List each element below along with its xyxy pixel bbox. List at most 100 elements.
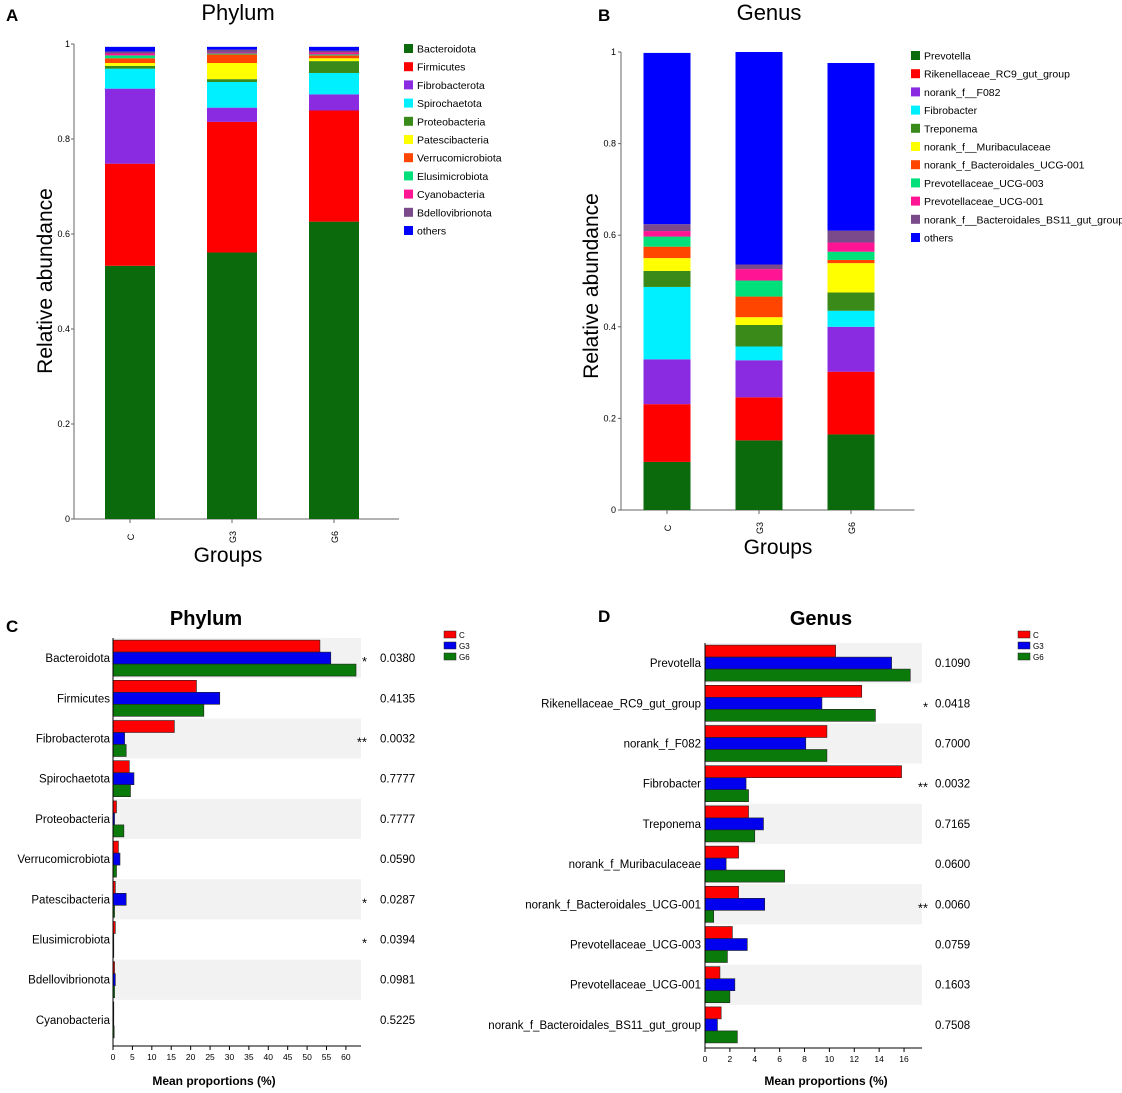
y-tick-label: 0 [611,505,616,515]
bar-segment [105,63,155,66]
legend-label: others [924,233,953,245]
category-label: norank_f_Bacteroidales_UCG-001 [525,899,701,911]
bar [704,897,766,911]
significance-marker: * [362,936,367,951]
y-tick-label: 0.6 [603,230,616,240]
bar [704,1030,738,1044]
legend-swatch [911,178,920,188]
legend-swatch [911,123,920,133]
significance-marker: * [923,699,928,714]
bar-segment [735,440,783,510]
bar-segment [643,286,691,360]
bar [704,777,747,791]
bar-segment [105,46,155,52]
bar-segment [643,270,691,287]
bar-segment [207,54,257,63]
x-tick-label: G6 [330,531,340,543]
bar-segment [643,231,691,237]
legend-label: others [417,226,446,238]
category-label: Rikenellaceae_RC9_gut_group [541,698,701,710]
bar-segment [309,94,359,111]
row-band [113,798,361,839]
bar [704,817,764,831]
bar-segment [105,58,155,63]
bar-segment [735,280,783,297]
legend-label: Prevotella [924,51,971,63]
bar [704,1006,722,1020]
legend-swatch [404,80,413,90]
chart-title: Phylum [170,608,242,630]
category-label: Proteobacteria [35,814,110,826]
bar-segment [643,461,691,510]
bar [704,708,876,722]
y-axis-label: Relative abundance [34,188,57,374]
bar-segment [827,242,875,252]
significance-marker: * [362,654,367,669]
x-tick-label: 2 [728,1054,733,1064]
bar-segment [643,224,691,232]
bar-segment [207,79,257,82]
p-value: 0.7000 [935,739,970,751]
row-band [705,964,922,1005]
x-tick-label: 55 [322,1052,332,1062]
category-label: Bdellovibrionota [28,975,110,987]
p-value: 0.0394 [380,935,416,947]
p-value: 0.0600 [935,859,970,871]
p-value: 0.5225 [380,1015,415,1027]
x-tick-label: 15 [166,1052,176,1062]
legend-swatch [443,641,457,650]
legend-swatch [404,62,413,72]
category-label: Fibrobacterota [36,734,111,746]
row-band [113,879,361,920]
bar-segment [309,58,359,62]
bar-segment [827,326,875,372]
bar [704,978,736,992]
legend-label: Prevotellaceae_UCG-001 [924,196,1044,208]
x-tick-label: C [663,524,673,531]
bar [112,800,117,814]
bar-segment [207,49,257,53]
bar-segment [827,259,875,264]
legend-label: Rikenellaceae_RC9_gut_group [924,69,1070,81]
p-value: 0.0032 [935,779,970,791]
bar [112,840,119,854]
bar-segment [207,63,257,80]
bar-segment [643,258,691,271]
bar [112,651,332,665]
legend-label: C [1033,631,1039,640]
bar-segment [643,246,691,259]
x-tick-label: G3 [755,522,765,534]
bar-segment [207,252,257,519]
bar-segment [105,265,155,519]
category-label: Spirochaetota [39,774,111,786]
category-label: Prevotella [650,658,702,670]
bar-segment [827,371,875,435]
bar [704,684,863,698]
bar-segment [735,317,783,325]
legend-swatch [911,160,920,170]
legend-swatch [404,135,413,144]
legend-label: Elusimicrobiota [417,171,488,183]
bar [112,760,130,774]
bar-segment [643,404,691,462]
legend-swatch [1017,630,1031,639]
bar [704,737,807,750]
bar [112,824,125,838]
legend-label: norank_f__Bacteroidales_BS11_gut_group [924,214,1122,226]
bar [112,720,175,733]
bar [112,852,121,866]
category-label: Bacteroidota [45,653,110,665]
x-tick-label: 16 [899,1054,909,1064]
bar-segment [827,62,875,231]
bar-segment [105,53,155,56]
bar-segment [735,264,783,270]
x-tick-label: C [126,533,136,540]
bar-segment [643,236,691,247]
category-label: Prevotellaceae_UCG-003 [570,940,701,952]
x-tick-label: 30 [225,1052,235,1062]
x-tick-label: 20 [186,1052,196,1062]
significance-marker: ** [918,900,928,915]
legend-swatch [911,51,920,60]
x-tick-label: G6 [847,522,857,534]
x-tick-label: 0 [703,1054,708,1064]
